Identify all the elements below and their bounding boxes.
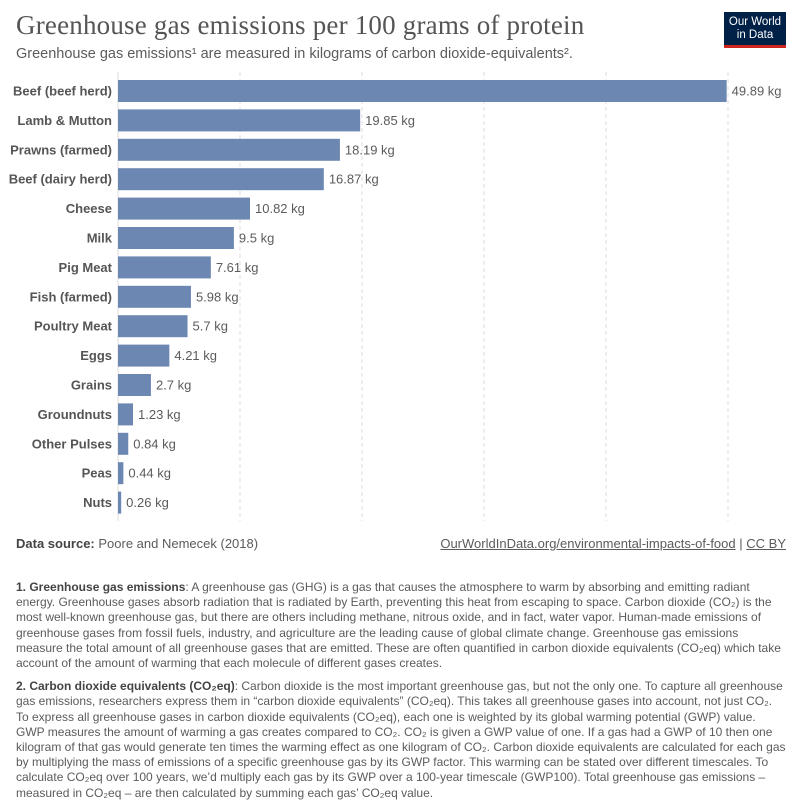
category-label: Milk bbox=[87, 231, 113, 246]
value-label: 10.82 kg bbox=[255, 201, 305, 216]
data-source: Data source: Poore and Nemecek (2018) bbox=[16, 536, 258, 551]
category-label: Cheese bbox=[66, 201, 112, 216]
bar bbox=[118, 227, 234, 249]
category-label: Nuts bbox=[83, 495, 112, 510]
separator: | bbox=[739, 536, 743, 551]
source-link[interactable]: OurWorldInData.org/environmental-impacts… bbox=[440, 536, 736, 551]
category-label: Fish (farmed) bbox=[30, 289, 112, 304]
category-label: Beef (beef herd) bbox=[13, 84, 112, 99]
category-label: Other Pulses bbox=[32, 436, 112, 451]
bar bbox=[118, 256, 211, 279]
category-label: Poultry Meat bbox=[34, 319, 113, 334]
bar bbox=[118, 491, 122, 514]
source-text: Poore and Nemecek (2018) bbox=[98, 536, 259, 551]
bar bbox=[118, 80, 727, 102]
category-label: Grains bbox=[71, 378, 112, 393]
value-label: 4.21 kg bbox=[174, 348, 217, 363]
footer-links: OurWorldInData.org/environmental-impacts… bbox=[440, 536, 786, 551]
bar bbox=[118, 315, 188, 338]
category-label: Pig Meat bbox=[59, 260, 113, 275]
value-label: 5.98 kg bbox=[196, 289, 239, 304]
value-label: 16.87 kg bbox=[329, 172, 379, 187]
value-label: 18.19 kg bbox=[345, 142, 395, 157]
bar bbox=[118, 109, 361, 132]
bar bbox=[118, 432, 129, 455]
category-label: Eggs bbox=[80, 348, 112, 363]
value-label: 7.61 kg bbox=[216, 260, 259, 275]
bar bbox=[118, 374, 151, 396]
value-label: 5.7 kg bbox=[193, 319, 228, 334]
bar bbox=[118, 285, 191, 308]
category-label: Peas bbox=[82, 466, 112, 481]
source-label: Data source: bbox=[16, 536, 95, 551]
license-link[interactable]: CC BY bbox=[746, 536, 786, 551]
bar bbox=[118, 168, 324, 191]
footnote-1-heading: 1. Greenhouse gas emissions bbox=[16, 580, 186, 594]
footnote-1: 1. Greenhouse gas emissions: A greenhous… bbox=[16, 580, 786, 671]
footnote-2: 2. Carbon dioxide equivalents (CO₂eq): C… bbox=[16, 679, 786, 801]
category-label: Groundnuts bbox=[38, 407, 112, 422]
value-label: 19.85 kg bbox=[365, 113, 415, 128]
footnotes: 1. Greenhouse gas emissions: A greenhous… bbox=[16, 580, 786, 809]
bar bbox=[118, 462, 124, 485]
footnote-2-heading: 2. Carbon dioxide equivalents (CO₂eq) bbox=[16, 679, 235, 694]
bar-chart: Beef (beef herd) 49.89 kg Lamb & Mutton 19.… bbox=[9, 72, 782, 521]
value-label: 0.26 kg bbox=[126, 495, 169, 510]
footnote-2-body: : Carbon dioxide is the most important g… bbox=[16, 679, 786, 800]
value-label: 1.23 kg bbox=[138, 407, 181, 422]
footnote-1-body: : A greenhouse gas (GHG) is a gas that c… bbox=[16, 580, 781, 671]
category-label: Prawns (farmed) bbox=[10, 142, 112, 157]
value-label: 2.7 kg bbox=[156, 378, 191, 393]
category-label: Lamb & Mutton bbox=[17, 113, 112, 128]
chart-title: Greenhouse gas emissions per 100 grams o… bbox=[16, 10, 585, 40]
bar bbox=[118, 403, 134, 426]
bar bbox=[118, 197, 251, 220]
owid-logo[interactable]: Our World in Data bbox=[724, 12, 786, 48]
value-label: 0.84 kg bbox=[133, 436, 176, 451]
bar bbox=[118, 344, 170, 367]
chart-subtitle: Greenhouse gas emissions¹ are measured i… bbox=[16, 46, 573, 62]
category-label: Beef (dairy herd) bbox=[9, 172, 112, 187]
value-label: 9.5 kg bbox=[239, 231, 274, 246]
value-label: 49.89 kg bbox=[732, 84, 782, 99]
value-label: 0.44 kg bbox=[128, 466, 171, 481]
bar bbox=[118, 138, 340, 161]
